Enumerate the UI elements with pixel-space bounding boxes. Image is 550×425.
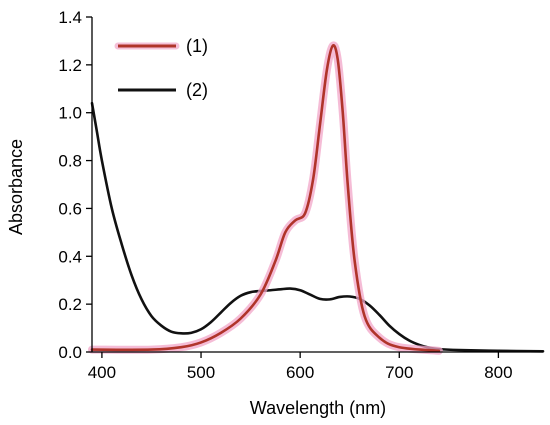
x-tick-label: 700 <box>385 363 413 382</box>
x-tick-label: 600 <box>286 363 314 382</box>
x-tick-label: 400 <box>88 363 116 382</box>
y-tick-label: 0.4 <box>58 247 82 266</box>
series-2-line <box>90 101 545 353</box>
x-tick-label: 800 <box>484 363 512 382</box>
y-axis-label: Absorbance <box>6 139 26 235</box>
series-1-line <box>90 44 441 353</box>
legend: (1) (2) <box>114 36 208 100</box>
legend-label-2: (2) <box>186 80 208 100</box>
y-tick-label: 0.8 <box>58 152 82 171</box>
axes: 400 500 600 700 800 0.0 0.2 0.4 0.6 0.8 1.0 1.2 1.4 <box>58 8 543 382</box>
y-tick-label: 1.0 <box>58 104 82 123</box>
y-tick-label: 0.6 <box>58 199 82 218</box>
y-tick-label: 1.4 <box>58 8 82 27</box>
y-tick-label: 1.2 <box>58 56 82 75</box>
legend-label-1: (1) <box>186 36 208 56</box>
y-tick-label: 0.0 <box>58 343 82 362</box>
x-tick-label: 500 <box>187 363 215 382</box>
plot-area <box>88 41 545 355</box>
x-axis-label: Wavelength (nm) <box>250 398 386 418</box>
y-tick-label: 0.2 <box>58 295 82 314</box>
